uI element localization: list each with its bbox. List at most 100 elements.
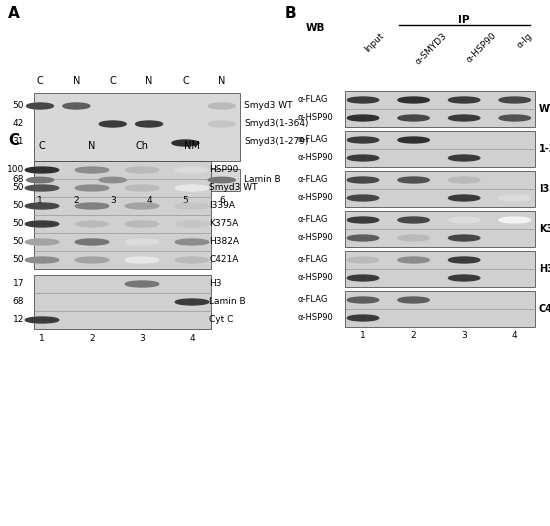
Ellipse shape: [448, 275, 480, 281]
Ellipse shape: [348, 235, 378, 241]
Ellipse shape: [348, 297, 378, 303]
Ellipse shape: [99, 177, 126, 183]
Ellipse shape: [499, 235, 530, 241]
Text: 50: 50: [13, 100, 24, 109]
Text: H382A: H382A: [209, 238, 239, 247]
Ellipse shape: [25, 221, 59, 227]
Text: α-HSP90: α-HSP90: [297, 194, 333, 203]
Text: 1-364: 1-364: [538, 144, 550, 154]
Text: NM: NM: [184, 141, 200, 151]
Ellipse shape: [499, 115, 530, 121]
Text: 17: 17: [13, 279, 24, 288]
Ellipse shape: [448, 257, 480, 263]
Ellipse shape: [25, 257, 59, 263]
Text: IP: IP: [458, 15, 470, 25]
Ellipse shape: [175, 203, 209, 209]
Ellipse shape: [208, 103, 235, 109]
Ellipse shape: [25, 317, 59, 323]
Ellipse shape: [75, 221, 109, 227]
Ellipse shape: [175, 167, 209, 173]
Text: N: N: [218, 76, 226, 86]
Ellipse shape: [63, 103, 90, 109]
FancyBboxPatch shape: [345, 251, 535, 287]
Text: WB: WB: [305, 23, 324, 33]
Text: C: C: [37, 76, 43, 86]
Text: 42: 42: [13, 118, 24, 127]
Ellipse shape: [348, 155, 378, 161]
Ellipse shape: [208, 121, 235, 127]
Ellipse shape: [125, 281, 159, 287]
Text: 4: 4: [512, 331, 518, 340]
Ellipse shape: [348, 257, 378, 263]
Ellipse shape: [499, 217, 530, 223]
Ellipse shape: [398, 297, 429, 303]
Text: 12: 12: [13, 316, 24, 325]
Ellipse shape: [398, 137, 429, 143]
Text: Smyd3(1-364): Smyd3(1-364): [244, 118, 309, 127]
Text: Lamin B: Lamin B: [244, 176, 280, 185]
Ellipse shape: [175, 257, 209, 263]
FancyBboxPatch shape: [34, 161, 211, 269]
Ellipse shape: [348, 315, 378, 321]
Text: C421A: C421A: [209, 256, 238, 265]
Ellipse shape: [25, 167, 59, 173]
Text: α-FLAG: α-FLAG: [297, 296, 327, 305]
Ellipse shape: [175, 299, 209, 305]
Text: α-SMYD3: α-SMYD3: [414, 31, 449, 66]
Ellipse shape: [26, 103, 53, 109]
Ellipse shape: [448, 177, 480, 183]
Text: 50: 50: [13, 256, 24, 265]
Text: Input: Input: [363, 31, 386, 54]
Text: 68: 68: [13, 176, 24, 185]
Text: C421A: C421A: [538, 304, 550, 314]
Text: α-FLAG: α-FLAG: [297, 136, 327, 145]
Ellipse shape: [125, 203, 159, 209]
Text: α-HSP90: α-HSP90: [297, 154, 333, 163]
Ellipse shape: [25, 185, 59, 191]
Text: α-HSP90: α-HSP90: [297, 313, 333, 322]
Text: 1: 1: [39, 334, 45, 343]
Text: 50: 50: [13, 238, 24, 247]
Ellipse shape: [398, 217, 429, 223]
FancyBboxPatch shape: [345, 211, 535, 247]
Ellipse shape: [75, 167, 109, 173]
Text: α-HSP90: α-HSP90: [297, 114, 333, 123]
Ellipse shape: [175, 185, 209, 191]
Text: K375A: K375A: [538, 224, 550, 234]
Text: WT: WT: [538, 104, 550, 114]
Text: Smyd3 WT: Smyd3 WT: [209, 184, 257, 193]
Text: N: N: [145, 76, 153, 86]
Ellipse shape: [499, 195, 530, 201]
Ellipse shape: [398, 177, 429, 183]
Text: C: C: [39, 141, 45, 151]
Ellipse shape: [448, 97, 480, 103]
Text: Ch: Ch: [135, 141, 149, 151]
Ellipse shape: [175, 221, 209, 227]
Ellipse shape: [448, 195, 480, 201]
FancyBboxPatch shape: [34, 275, 211, 329]
Text: Cyt C: Cyt C: [209, 316, 233, 325]
Text: α-FLAG: α-FLAG: [297, 96, 327, 105]
Text: N: N: [89, 141, 96, 151]
Text: α-Ig: α-Ig: [515, 31, 534, 50]
Text: 31: 31: [13, 137, 24, 147]
Ellipse shape: [26, 177, 53, 183]
Ellipse shape: [99, 121, 126, 127]
Text: 3: 3: [139, 334, 145, 343]
Text: α-FLAG: α-FLAG: [297, 256, 327, 265]
Ellipse shape: [25, 203, 59, 209]
Text: 4: 4: [189, 334, 195, 343]
Ellipse shape: [125, 221, 159, 227]
Text: C: C: [109, 76, 116, 86]
FancyBboxPatch shape: [345, 291, 535, 327]
Text: H3: H3: [209, 279, 222, 288]
Text: α-HSP90: α-HSP90: [297, 234, 333, 242]
Ellipse shape: [125, 257, 159, 263]
Ellipse shape: [125, 239, 159, 245]
Text: α-HSP90: α-HSP90: [297, 274, 333, 282]
Text: B: B: [285, 6, 296, 21]
Text: α-FLAG: α-FLAG: [297, 216, 327, 225]
Text: 3: 3: [110, 196, 115, 205]
Ellipse shape: [125, 185, 159, 191]
Ellipse shape: [348, 195, 378, 201]
